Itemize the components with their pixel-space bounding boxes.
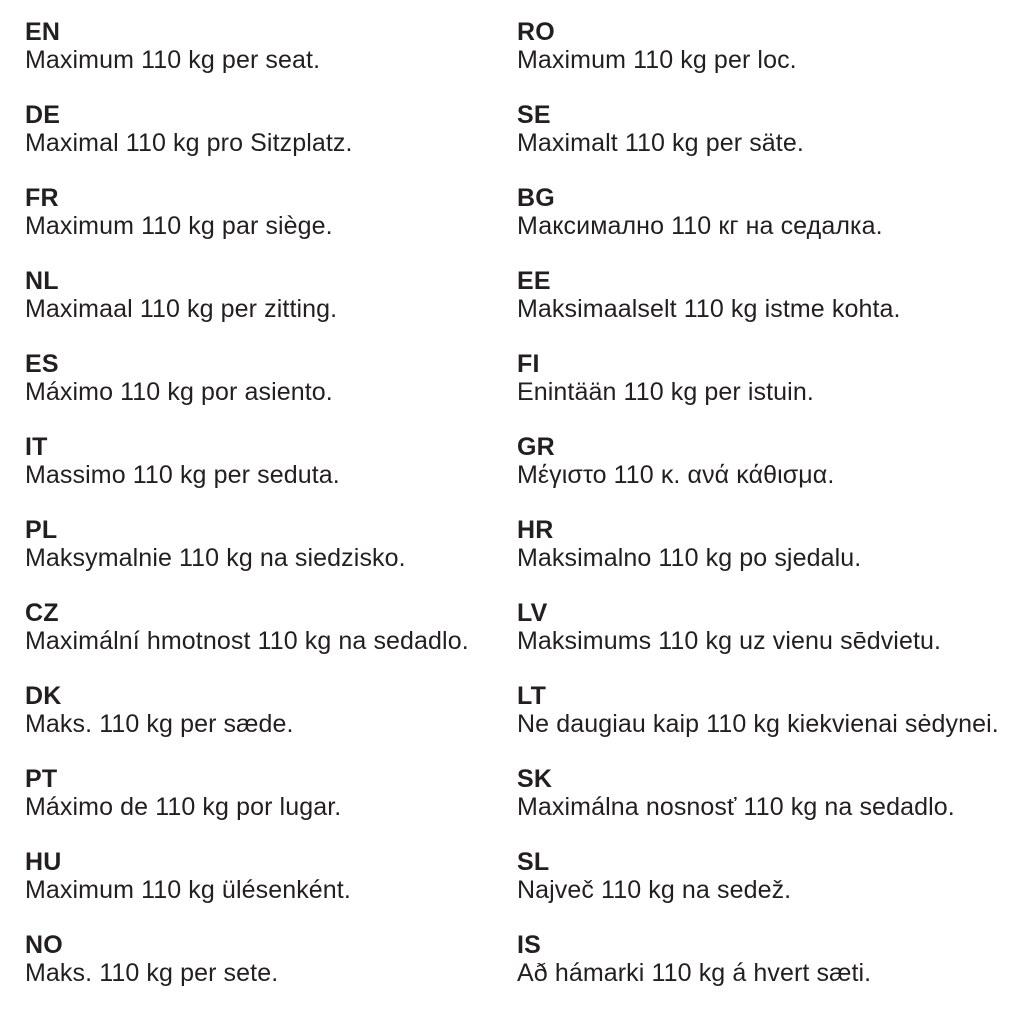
translation-text-se: Maximalt 110 kg per säte. <box>517 129 804 157</box>
language-code-fr: FR <box>25 184 59 212</box>
language-code-pl: PL <box>25 516 58 544</box>
language-entry-sl: SL Največ 110 kg na sedež. <box>517 848 1024 904</box>
translation-text-en: Maximum 110 kg per seat. <box>25 46 321 74</box>
language-code-bg: BG <box>517 184 555 212</box>
language-entry-hu: HU Maximum 110 kg ülésenként. <box>25 848 517 904</box>
translation-text-sk: Maximálna nosnosť 110 kg na sedadlo. <box>517 793 955 821</box>
language-entry-ro: RO Maximum 110 kg per loc. <box>517 18 1024 74</box>
language-code-en: EN <box>25 18 61 46</box>
language-code-gr: GR <box>517 433 555 461</box>
language-code-sk: SK <box>517 765 553 793</box>
translation-text-nl: Maximaal 110 kg per zitting. <box>25 295 338 323</box>
translation-text-sl: Največ 110 kg na sedež. <box>517 876 792 904</box>
translation-text-it: Massimo 110 kg per seduta. <box>25 461 340 489</box>
language-entry-de: DE Maximal 110 kg pro Sitzplatz. <box>25 101 517 157</box>
translation-text-hr: Maksimalno 110 kg po sjedalu. <box>517 544 862 572</box>
language-entry-gr: GR Μέγιστο 110 κ. ανά κάθισμα. <box>517 433 1024 489</box>
language-entry-is: IS Að hámarki 110 kg á hvert sæti. <box>517 931 1024 987</box>
language-code-lv: LV <box>517 599 548 627</box>
translation-text-pl: Maksymalnie 110 kg na siedzisko. <box>25 544 406 572</box>
language-code-hr: HR <box>517 516 554 544</box>
language-entry-dk: DK Maks. 110 kg per sæde. <box>25 682 517 738</box>
translation-text-no: Maks. 110 kg per sete. <box>25 959 279 987</box>
language-code-cz: CZ <box>25 599 59 627</box>
language-entry-lv: LV Maksimums 110 kg uz vienu sēdvietu. <box>517 599 1024 655</box>
language-entry-lt: LT Ne daugiau kaip 110 kg kiekvienai sėd… <box>517 682 1024 738</box>
language-entry-no: NO Maks. 110 kg per sete. <box>25 931 517 987</box>
language-entry-pl: PL Maksymalnie 110 kg na siedzisko. <box>25 516 517 572</box>
language-code-ee: EE <box>517 267 551 295</box>
language-code-es: ES <box>25 350 59 378</box>
language-entry-it: IT Massimo 110 kg per seduta. <box>25 433 517 489</box>
language-code-de: DE <box>25 101 61 129</box>
translation-text-ee: Maksimaalselt 110 kg istme kohta. <box>517 295 901 323</box>
translation-text-de: Maximal 110 kg pro Sitzplatz. <box>25 129 353 157</box>
language-code-pt: PT <box>25 765 58 793</box>
translation-text-lt: Ne daugiau kaip 110 kg kiekvienai sėdyne… <box>517 710 999 738</box>
language-code-no: NO <box>25 931 63 959</box>
translation-text-pt: Máximo de 110 kg por lugar. <box>25 793 342 821</box>
language-entry-nl: NL Maximaal 110 kg per zitting. <box>25 267 517 323</box>
language-entry-fr: FR Maximum 110 kg par siège. <box>25 184 517 240</box>
language-entry-cz: CZ Maximální hmotnost 110 kg na sedadlo. <box>25 599 517 655</box>
right-column: RO Maximum 110 kg per loc. SE Maximalt 1… <box>517 18 1024 1024</box>
language-entry-en: EN Maximum 110 kg per seat. <box>25 18 517 74</box>
language-code-sl: SL <box>517 848 550 876</box>
language-entry-bg: BG Максимално 110 кг на седалка. <box>517 184 1024 240</box>
translation-text-gr: Μέγιστο 110 κ. ανά κάθισμα. <box>517 461 835 489</box>
translation-text-fi: Enintään 110 kg per istuin. <box>517 378 814 406</box>
language-entry-ee: EE Maksimaalselt 110 kg istme kohta. <box>517 267 1024 323</box>
language-code-lt: LT <box>517 682 547 710</box>
translation-text-fr: Maximum 110 kg par siège. <box>25 212 333 240</box>
language-entry-fi: FI Enintään 110 kg per istuin. <box>517 350 1024 406</box>
language-entry-hr: HR Maksimalno 110 kg po sjedalu. <box>517 516 1024 572</box>
language-code-it: IT <box>25 433 48 461</box>
translation-text-bg: Максимално 110 кг на седалка. <box>517 212 883 240</box>
translation-text-cz: Maximální hmotnost 110 kg na sedadlo. <box>25 627 469 655</box>
language-entry-se: SE Maximalt 110 kg per säte. <box>517 101 1024 157</box>
language-code-is: IS <box>517 931 542 959</box>
language-entry-pt: PT Máximo de 110 kg por lugar. <box>25 765 517 821</box>
translation-text-ro: Maximum 110 kg per loc. <box>517 46 797 74</box>
translation-text-es: Máximo 110 kg por asiento. <box>25 378 333 406</box>
language-code-dk: DK <box>25 682 62 710</box>
translation-text-hu: Maximum 110 kg ülésenként. <box>25 876 351 904</box>
language-code-se: SE <box>517 101 551 129</box>
language-code-ro: RO <box>517 18 555 46</box>
translation-text-lv: Maksimums 110 kg uz vienu sēdvietu. <box>517 627 942 655</box>
language-code-fi: FI <box>517 350 540 378</box>
language-entry-sk: SK Maximálna nosnosť 110 kg na sedadlo. <box>517 765 1024 821</box>
language-entry-es: ES Máximo 110 kg por asiento. <box>25 350 517 406</box>
language-code-nl: NL <box>25 267 59 295</box>
translation-text-is: Að hámarki 110 kg á hvert sæti. <box>517 959 872 987</box>
translation-text-dk: Maks. 110 kg per sæde. <box>25 710 294 738</box>
language-code-hu: HU <box>25 848 62 876</box>
left-column: EN Maximum 110 kg per seat. DE Maximal 1… <box>25 18 517 1024</box>
